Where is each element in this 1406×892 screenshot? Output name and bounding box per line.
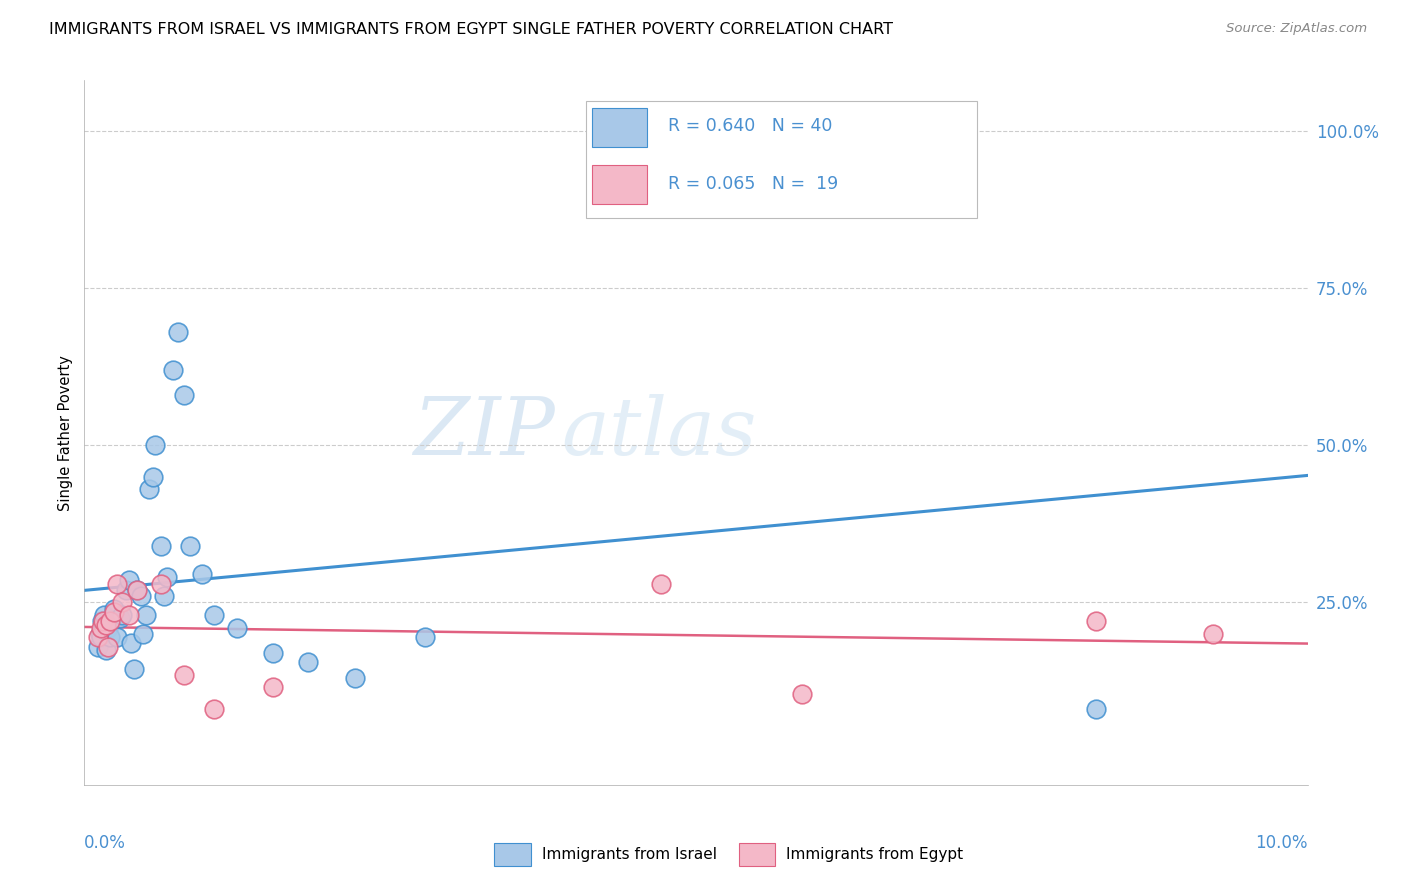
Point [262, 646, 284, 660]
FancyBboxPatch shape [586, 102, 977, 218]
Point [91, 617, 114, 632]
Point [138, 482, 160, 496]
Text: ZIP: ZIP [413, 394, 555, 471]
Point [87, 640, 110, 654]
Point [1084, 615, 1107, 629]
Point [90, 621, 112, 635]
Point [87, 630, 110, 644]
Text: Immigrants from Israel: Immigrants from Israel [541, 847, 717, 863]
Point [90, 630, 112, 644]
Point [103, 601, 125, 615]
Point [105, 576, 128, 591]
Point [98, 615, 121, 629]
Text: atlas: atlas [561, 394, 756, 471]
Point [111, 608, 134, 623]
Point [120, 636, 142, 650]
Point [149, 576, 172, 591]
Point [94, 642, 117, 657]
Point [94, 617, 117, 632]
Point [650, 576, 672, 591]
Point [111, 595, 134, 609]
Point [122, 662, 145, 676]
Point [173, 388, 195, 402]
Point [114, 582, 136, 597]
Text: R = 0.640   N = 40: R = 0.640 N = 40 [668, 117, 832, 135]
Y-axis label: Single Father Poverty: Single Father Poverty [58, 355, 73, 510]
Text: Source: ZipAtlas.com: Source: ZipAtlas.com [1226, 22, 1367, 36]
Point [173, 668, 195, 682]
Point [129, 589, 152, 603]
Point [415, 630, 437, 644]
Point [91, 615, 114, 629]
Point [1202, 627, 1225, 641]
Text: Immigrants from Egypt: Immigrants from Egypt [786, 847, 963, 863]
Point [93, 608, 115, 623]
Point [179, 539, 201, 553]
Text: R = 0.065   N =  19: R = 0.065 N = 19 [668, 175, 838, 193]
FancyBboxPatch shape [494, 844, 531, 866]
Point [202, 608, 225, 623]
FancyBboxPatch shape [592, 165, 647, 203]
Point [143, 438, 166, 452]
Point [790, 687, 813, 701]
Point [153, 589, 176, 603]
Point [167, 325, 190, 339]
Point [118, 574, 141, 588]
Point [156, 570, 179, 584]
Point [105, 630, 128, 644]
Point [149, 539, 172, 553]
Point [768, 149, 790, 163]
Point [202, 702, 225, 716]
FancyBboxPatch shape [738, 844, 776, 866]
Point [118, 608, 141, 623]
FancyBboxPatch shape [592, 109, 647, 147]
Text: 10.0%: 10.0% [1256, 834, 1308, 852]
Point [297, 655, 319, 669]
Point [162, 362, 184, 376]
Point [132, 627, 155, 641]
Point [226, 621, 249, 635]
Point [97, 640, 120, 654]
Point [127, 582, 149, 597]
Point [97, 621, 120, 635]
Point [98, 630, 121, 644]
Text: IMMIGRANTS FROM ISRAEL VS IMMIGRANTS FROM EGYPT SINGLE FATHER POVERTY CORRELATIO: IMMIGRANTS FROM ISRAEL VS IMMIGRANTS FRO… [49, 22, 893, 37]
Point [262, 681, 284, 695]
Point [103, 605, 125, 619]
Point [343, 671, 366, 685]
Point [91, 615, 114, 629]
Point [142, 469, 165, 483]
Point [108, 611, 131, 625]
Text: 0.0%: 0.0% [84, 834, 127, 852]
Point [191, 567, 214, 582]
Point [127, 582, 149, 597]
Point [89, 627, 111, 641]
Point [1084, 702, 1107, 716]
Point [135, 608, 157, 623]
